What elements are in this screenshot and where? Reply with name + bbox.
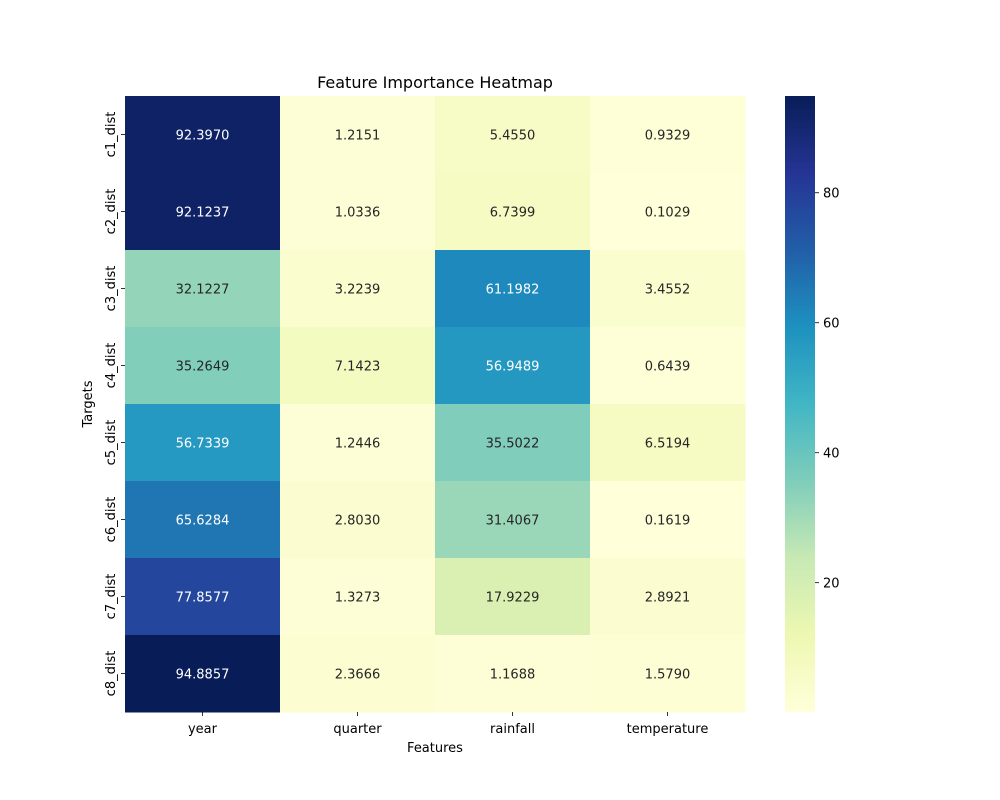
cell-value-label: 31.4067 [486, 514, 540, 529]
heatmap-cell [590, 173, 746, 251]
heatmap-cell [125, 96, 281, 174]
heatmap-cell [125, 250, 281, 328]
cell-value-label: 92.3970 [176, 129, 230, 144]
heatmap-cell [280, 96, 436, 174]
y-tick-label: c6_dist [104, 497, 119, 543]
cell-value-label: 35.2649 [176, 360, 230, 375]
x-tick-label: year [188, 722, 218, 737]
cell-value-label: 77.8577 [176, 591, 230, 606]
y-tick-label: c1_dist [104, 112, 119, 158]
colorbar-tick-label: 20 [823, 577, 840, 592]
cell-value-label: 3.4552 [645, 283, 691, 298]
colorbar-ticks: 20 40 60 80 [815, 187, 840, 592]
heatmap-cell [435, 327, 591, 405]
heatmap-cell [590, 327, 746, 405]
cell-value-label: 94.8857 [176, 668, 230, 683]
cell-value-label: 35.5022 [486, 437, 540, 452]
x-tick-label: quarter [333, 722, 382, 737]
y-axis-label: Targets [81, 380, 96, 428]
y-tick-label: c5_dist [104, 420, 119, 466]
x-axis-ticks: year quarter rainfall temperature [188, 712, 708, 737]
heatmap-cell [590, 404, 746, 482]
x-tick-label: temperature [627, 722, 709, 737]
cell-value-label: 17.9229 [486, 591, 540, 606]
heatmap-cell [435, 173, 591, 251]
heatmap-cell [280, 250, 436, 328]
cell-value-label: 61.1982 [486, 283, 540, 298]
y-tick-label: c3_dist [104, 266, 119, 312]
colorbar-tick-label: 80 [823, 187, 840, 202]
x-tick-label: rainfall [490, 722, 535, 737]
y-tick-label: c4_dist [104, 343, 119, 389]
heatmap-cell [590, 250, 746, 328]
heatmap-cell [590, 635, 746, 713]
cell-value-label: 7.1423 [335, 360, 381, 375]
heatmap-cell [125, 327, 281, 405]
heatmap-cell [590, 96, 746, 174]
cell-value-label: 65.6284 [176, 514, 230, 529]
cell-value-label: 2.3666 [335, 668, 381, 683]
heatmap-cell [435, 481, 591, 559]
heatmap-cell [280, 327, 436, 405]
heatmap-cell [435, 96, 591, 174]
heatmap-cell [435, 250, 591, 328]
cell-value-label: 56.9489 [486, 360, 540, 375]
chart-title: Feature Importance Heatmap [317, 73, 553, 92]
heatmap-cell [280, 173, 436, 251]
heatmap-cell [590, 558, 746, 636]
colorbar-tick-label: 40 [823, 447, 840, 462]
heatmap-cell [125, 173, 281, 251]
cell-value-label: 6.7399 [490, 206, 536, 221]
cell-value-label: 56.7339 [176, 437, 230, 452]
cell-value-label: 32.1227 [176, 283, 230, 298]
cell-value-label: 1.0336 [335, 206, 381, 221]
heatmap-cell [590, 481, 746, 559]
y-tick-label: c2_dist [104, 189, 119, 235]
cell-value-label: 1.2151 [335, 129, 381, 144]
heatmap-cell [280, 481, 436, 559]
heatmap-cell [125, 558, 281, 636]
heatmap-cell [435, 635, 591, 713]
cell-value-label: 0.1029 [645, 206, 691, 221]
x-axis-label: Features [407, 741, 463, 756]
heatmap-cell [280, 558, 436, 636]
cell-value-label: 92.1237 [176, 206, 230, 221]
heatmap-cell [125, 635, 281, 713]
heatmap-cell [125, 404, 281, 482]
cell-value-label: 0.1619 [645, 514, 691, 529]
heatmap-cells [125, 96, 746, 713]
cell-value-label: 0.6439 [645, 360, 691, 375]
y-axis-ticks: c1_dist c2_dist c3_dist c4_dist c5_dist c6_di… [104, 112, 125, 697]
y-tick-label: c7_dist [104, 574, 119, 620]
cell-value-label: 1.2446 [335, 437, 381, 452]
heatmap-cell-labels: 92.3970 1.2151 5.4550 0.9329 92.1237 1.0336 6.… [176, 129, 691, 683]
cell-value-label: 2.8030 [335, 514, 381, 529]
colorbar [785, 96, 815, 712]
cell-value-label: 5.4550 [490, 129, 536, 144]
cell-value-label: 3.2239 [335, 283, 381, 298]
heatmap-cell [125, 481, 281, 559]
cell-value-label: 1.1688 [490, 668, 536, 683]
heatmap-cell [435, 404, 591, 482]
heatmap-cell [435, 558, 591, 636]
cell-value-label: 0.9329 [645, 129, 691, 144]
cell-value-label: 1.3273 [335, 591, 381, 606]
y-tick-label: c8_dist [104, 651, 119, 697]
cell-value-label: 6.5194 [645, 437, 691, 452]
cell-value-label: 2.8921 [645, 591, 691, 606]
heatmap-cell [280, 404, 436, 482]
colorbar-tick-label: 60 [823, 317, 840, 332]
cell-value-label: 1.5790 [645, 668, 691, 683]
heatmap-cell [280, 635, 436, 713]
